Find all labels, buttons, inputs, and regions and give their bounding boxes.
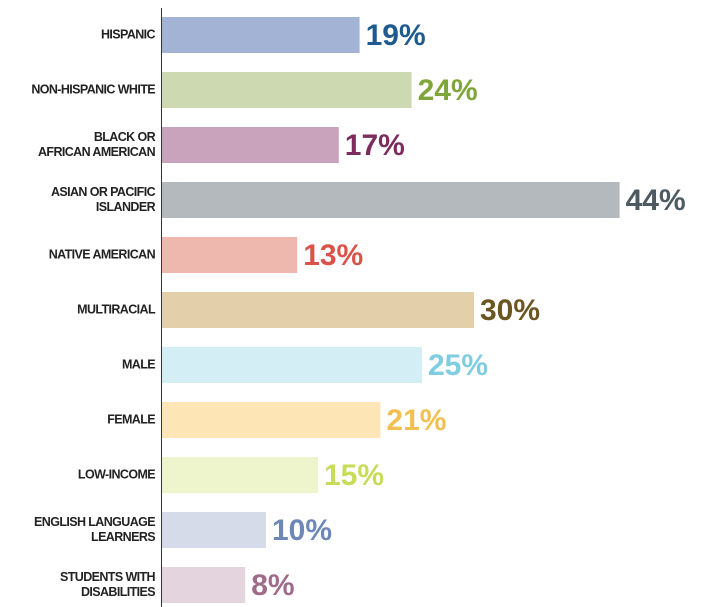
category-label: FEMALE (107, 412, 155, 427)
bar (162, 17, 360, 53)
bar (162, 402, 381, 438)
category-label: ASIAN OR PACIFIC ISLANDER (50, 185, 156, 214)
value-label: 30% (480, 294, 540, 327)
category-label: ENGLISH LANGUAGE LEARNERS (34, 515, 156, 544)
bar (162, 72, 412, 108)
category-label: NON-HISPANIC WHITE (31, 82, 155, 97)
bar (162, 292, 474, 328)
bar (162, 512, 266, 548)
bar (162, 567, 246, 603)
category-label: MALE (121, 357, 156, 372)
bar (162, 237, 298, 273)
value-label: 19% (366, 19, 426, 52)
value-label: 24% (418, 74, 478, 107)
category-label: BLACK OR AFRICAN AMERICAN (37, 130, 156, 159)
category-label: NATIVE AMERICAN (48, 247, 156, 262)
value-label: 8% (251, 569, 294, 602)
category-label: LOW-INCOME (77, 467, 156, 482)
value-label: 17% (345, 129, 405, 162)
bar (162, 457, 318, 493)
value-label: 15% (324, 459, 384, 492)
value-label: 25% (428, 349, 488, 382)
value-label: 13% (303, 239, 363, 272)
value-label: 10% (272, 514, 332, 547)
category-label: STUDENTS WITH DISABILITIES (60, 570, 156, 599)
value-label: 44% (626, 184, 686, 217)
bar (162, 182, 620, 218)
bar (162, 127, 339, 163)
value-label: 21% (386, 404, 446, 437)
category-label: MULTIRACIAL (77, 302, 155, 317)
category-label: HISPANIC (100, 27, 156, 42)
bar (162, 347, 422, 383)
